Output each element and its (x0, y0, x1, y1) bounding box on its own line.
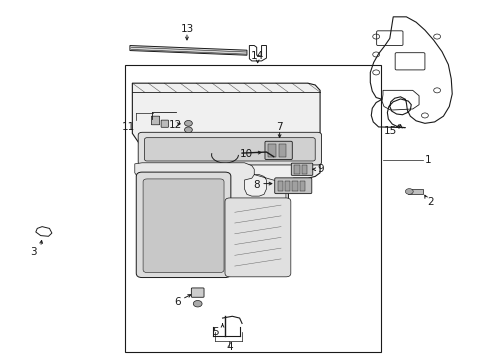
FancyBboxPatch shape (274, 178, 311, 194)
Bar (277, 181, 283, 192)
Text: 4: 4 (226, 342, 233, 352)
Text: 15: 15 (384, 126, 397, 135)
Text: 3: 3 (30, 247, 37, 257)
Polygon shape (135, 163, 285, 275)
Polygon shape (132, 83, 320, 275)
FancyBboxPatch shape (161, 120, 168, 127)
Text: 10: 10 (240, 149, 253, 159)
Circle shape (193, 301, 202, 307)
Bar (293, 165, 299, 174)
FancyBboxPatch shape (291, 163, 312, 175)
FancyBboxPatch shape (264, 141, 292, 159)
FancyBboxPatch shape (144, 138, 315, 161)
Text: 12: 12 (168, 121, 182, 130)
FancyBboxPatch shape (136, 172, 230, 278)
Bar (278, 144, 286, 157)
Bar (292, 181, 297, 192)
Bar (299, 181, 305, 192)
Text: 7: 7 (276, 122, 283, 132)
Circle shape (184, 127, 192, 133)
Circle shape (405, 189, 412, 194)
Text: 13: 13 (180, 24, 193, 35)
FancyBboxPatch shape (191, 288, 203, 297)
Bar (125, 65, 380, 352)
Bar (301, 165, 307, 174)
Text: 8: 8 (253, 180, 260, 190)
Bar (268, 144, 276, 157)
Text: 5: 5 (211, 327, 218, 337)
Text: 11: 11 (122, 122, 135, 132)
Text: 9: 9 (317, 164, 324, 174)
Circle shape (184, 121, 192, 126)
Polygon shape (130, 45, 246, 55)
FancyBboxPatch shape (138, 132, 321, 165)
FancyBboxPatch shape (143, 179, 224, 273)
Bar (407, 189, 422, 194)
Text: 6: 6 (174, 297, 181, 307)
FancyBboxPatch shape (151, 116, 159, 125)
FancyBboxPatch shape (224, 198, 290, 277)
Text: 1: 1 (424, 155, 430, 165)
Text: 14: 14 (250, 51, 264, 61)
Text: 2: 2 (427, 197, 433, 207)
Bar (285, 181, 290, 192)
